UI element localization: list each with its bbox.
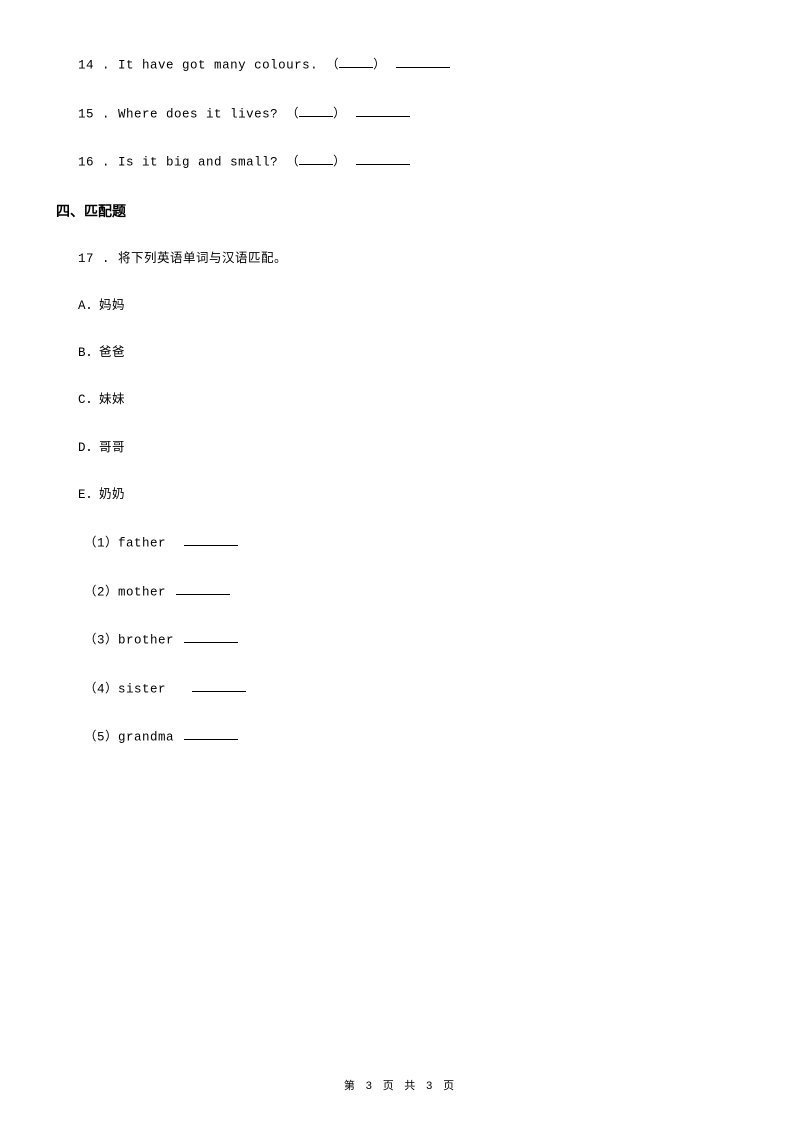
question-15: 15 . Where does it lives? （ ） <box>78 105 730 123</box>
question-text: It have got many colours. <box>118 58 318 72</box>
gap <box>174 633 182 647</box>
close-paren: ） <box>333 155 346 169</box>
option-E: E．奶奶 <box>78 487 730 503</box>
question-16: 16 . Is it big and small? （ ） <box>78 153 730 171</box>
match-word: mother <box>118 585 166 599</box>
match-num: （1） <box>84 536 118 550</box>
blank-fill[interactable] <box>356 153 410 165</box>
option-sep: ． <box>86 346 99 360</box>
option-text: 奶奶 <box>99 488 125 502</box>
blank-fill[interactable] <box>184 631 238 643</box>
option-sep: ． <box>86 393 99 407</box>
match-word: brother <box>118 633 174 647</box>
option-sep: ． <box>86 441 99 455</box>
option-letter: B <box>78 346 86 360</box>
blank-fill[interactable] <box>176 583 230 595</box>
option-text: 妈妈 <box>99 299 125 313</box>
option-text: 爸爸 <box>99 346 125 360</box>
page-container: 14 . It have got many colours. （ ） 15 . W… <box>0 0 800 1132</box>
match-4: （4）sister <box>84 680 730 698</box>
question-text: Where does it lives? <box>118 107 278 121</box>
blank-fill[interactable] <box>299 105 333 117</box>
match-2: （2）mother <box>84 583 730 601</box>
option-A: A．妈妈 <box>78 298 730 314</box>
question-17: 17 . 将下列英语单词与汉语匹配。 <box>78 251 730 267</box>
question-prompt: 将下列英语单词与汉语匹配。 <box>118 252 287 266</box>
match-num: （2） <box>84 585 118 599</box>
gap <box>174 730 182 744</box>
blank-fill[interactable] <box>184 534 238 546</box>
question-number: 16 <box>78 155 94 169</box>
match-1: （1）father <box>84 534 730 552</box>
option-text: 哥哥 <box>99 441 125 455</box>
gap <box>166 585 174 599</box>
blank-fill[interactable] <box>184 728 238 740</box>
option-C: C．妹妹 <box>78 392 730 408</box>
blank-fill[interactable] <box>192 680 246 692</box>
question-sep: . <box>102 58 118 72</box>
blank-fill[interactable] <box>356 105 410 117</box>
open-paren: （ <box>286 155 299 169</box>
option-letter: E <box>78 488 86 502</box>
match-num: （3） <box>84 633 118 647</box>
close-paren: ） <box>333 107 346 121</box>
close-paren: ） <box>373 58 386 72</box>
page-footer: 第 3 页 共 3 页 <box>0 1080 800 1094</box>
option-B: B．爸爸 <box>78 345 730 361</box>
match-5: （5）grandma <box>84 728 730 746</box>
blank-fill[interactable] <box>339 56 373 68</box>
open-paren: （ <box>326 58 339 72</box>
section-4-heading: 四、匹配题 <box>56 202 730 220</box>
blank-fill[interactable] <box>299 153 333 165</box>
option-text: 妹妹 <box>99 393 125 407</box>
option-letter: A <box>78 299 86 313</box>
match-word: sister <box>118 682 166 696</box>
question-sep: . <box>102 107 118 121</box>
gap <box>166 682 190 696</box>
question-number: 14 <box>78 58 94 72</box>
option-D: D．哥哥 <box>78 440 730 456</box>
blank-fill[interactable] <box>396 56 450 68</box>
option-letter: D <box>78 441 86 455</box>
question-14: 14 . It have got many colours. （ ） <box>78 56 730 74</box>
question-sep: . <box>102 155 118 169</box>
option-sep: ． <box>86 299 99 313</box>
match-word: father <box>118 536 166 550</box>
option-letter: C <box>78 393 86 407</box>
open-paren: （ <box>286 107 299 121</box>
match-word: grandma <box>118 730 174 744</box>
question-sep: . <box>102 252 118 266</box>
question-number: 17 <box>78 252 94 266</box>
question-number: 15 <box>78 107 94 121</box>
option-sep: ． <box>86 488 99 502</box>
match-3: （3）brother <box>84 631 730 649</box>
question-text: Is it big and small? <box>118 155 278 169</box>
gap <box>166 536 182 550</box>
match-num: （5） <box>84 730 118 744</box>
match-num: （4） <box>84 682 118 696</box>
